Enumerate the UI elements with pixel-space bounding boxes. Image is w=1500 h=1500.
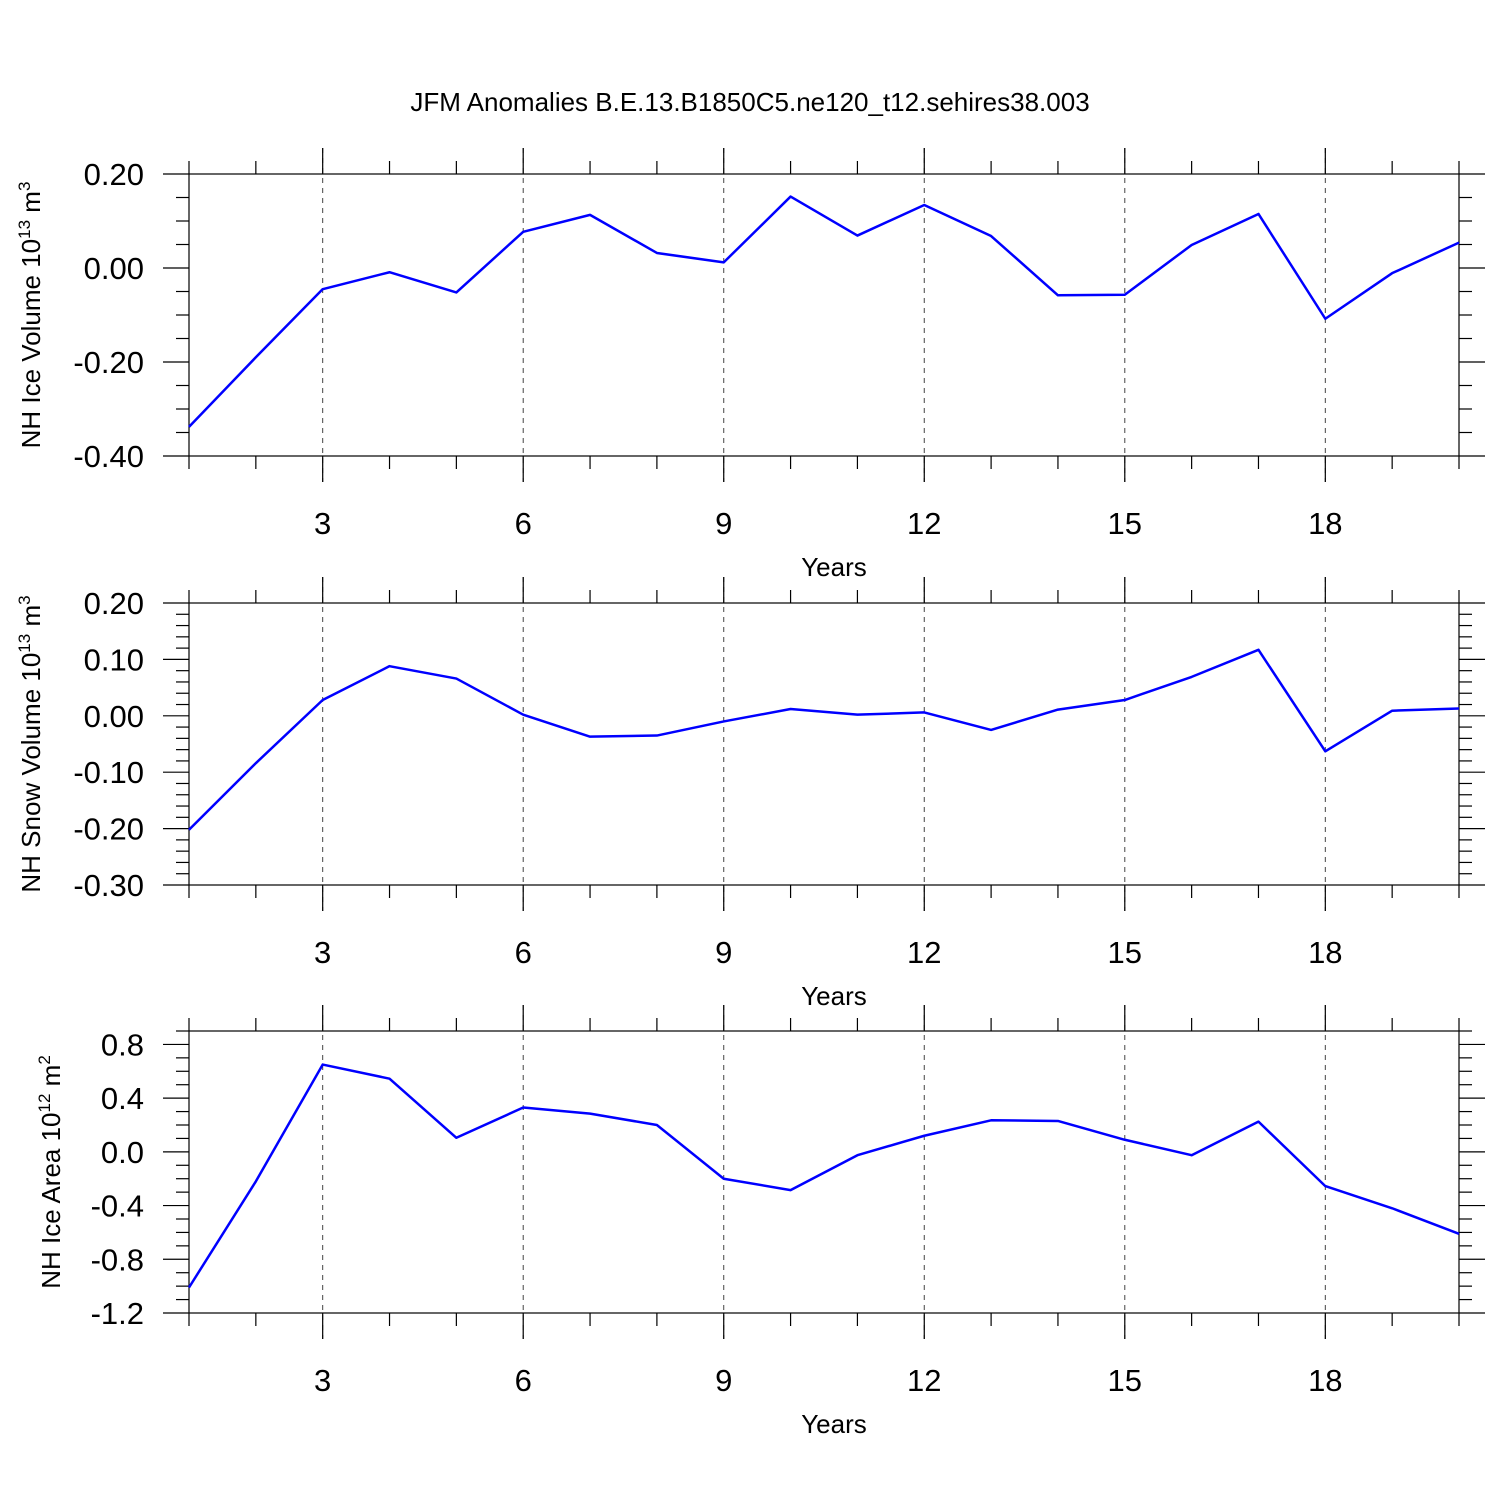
series-line <box>187 1063 1460 1289</box>
plot-frame <box>188 602 1460 886</box>
x-tick-label: 15 <box>1108 1363 1142 1398</box>
x-tick-label: 6 <box>515 935 532 970</box>
y-axis-label-unit: m <box>16 605 46 634</box>
y-tick-label: -0.30 <box>73 868 144 903</box>
figure-title: JFM Anomalies B.E.13.B1850C5.ne120_t12.s… <box>410 87 1089 117</box>
x-tick-label: 9 <box>715 935 732 970</box>
x-tick-label: 3 <box>314 506 331 541</box>
y-axis-label-exponent: 13 <box>15 220 34 239</box>
y-tick-label: 0.4 <box>101 1081 144 1116</box>
y-axis-label-text: NH Ice Volume 10 <box>16 239 46 449</box>
x-tick-label: 12 <box>907 506 941 541</box>
x-tick-label: 3 <box>314 1363 331 1398</box>
x-tick-label: 18 <box>1308 935 1342 970</box>
x-tick-label: 6 <box>515 506 532 541</box>
series-line <box>188 195 1460 428</box>
y-tick-label: -0.4 <box>91 1189 144 1224</box>
y-tick-label: 0.00 <box>84 699 144 734</box>
y-axis-label-exponent: 13 <box>15 634 34 653</box>
plot-frame <box>188 1030 1460 1314</box>
y-axis-label: NH Ice Area 1012 m2 <box>35 1055 66 1289</box>
y-axis-label: NH Ice Volume 1013 m3 <box>15 182 46 449</box>
y-axis-label-text: NH Ice Area 10 <box>36 1112 66 1288</box>
y-tick-label: -0.40 <box>73 439 144 474</box>
y-axis-label: NH Snow Volume 1013 m3 <box>15 595 46 892</box>
y-axis-label-unit-exponent: 2 <box>35 1055 54 1064</box>
y-tick-label: -0.10 <box>73 755 144 790</box>
y-tick-label: -0.20 <box>73 345 144 380</box>
y-axis-label-unit-exponent: 3 <box>15 595 34 604</box>
y-tick-label: 0.20 <box>84 157 144 192</box>
panel-1: 3 6 9 12 15 18 -0.40 -0.20 0.00 0.20 Years NH Ice V… <box>15 148 1485 582</box>
y-axis-label-unit: m <box>36 1065 66 1094</box>
y-tick-label: 0.00 <box>84 251 144 286</box>
panel-2: 3 6 9 12 15 18 -0.30 -0.20 -0.10 0.00 0.10 0.20 Year… <box>15 577 1485 1011</box>
y-tick-label: 0.10 <box>84 642 144 677</box>
y-axis-label-text: NH Snow Volume 10 <box>16 653 46 893</box>
y-tick-label: -1.2 <box>91 1296 144 1331</box>
x-tick-label: 12 <box>907 1363 941 1398</box>
x-tick-label: 18 <box>1308 506 1342 541</box>
x-tick-label: 15 <box>1108 506 1142 541</box>
y-axis-label-unit: m <box>16 191 46 220</box>
x-tick-label: 3 <box>314 935 331 970</box>
series-line <box>188 648 1460 831</box>
panel-3: 3 6 9 12 15 18 -1.2 -0.8 -0.4 0.0 0.4 0.8 Years NH Ic… <box>35 1005 1485 1439</box>
x-axis-label: Years <box>801 1409 867 1439</box>
x-tick-label: 18 <box>1308 1363 1342 1398</box>
y-tick-label: -0.20 <box>73 812 144 847</box>
y-tick-label: 0.8 <box>101 1027 144 1062</box>
x-tick-label: 6 <box>515 1363 532 1398</box>
x-tick-label: 15 <box>1108 935 1142 970</box>
x-axis-label: Years <box>801 981 867 1011</box>
y-tick-label: 0.0 <box>101 1135 144 1170</box>
y-axis-label-exponent: 12 <box>35 1094 54 1113</box>
x-tick-label: 12 <box>907 935 941 970</box>
y-tick-label: -0.8 <box>91 1242 144 1277</box>
y-axis-label-unit-exponent: 3 <box>15 182 34 191</box>
x-axis-label: Years <box>801 552 867 582</box>
x-tick-label: 9 <box>715 1363 732 1398</box>
x-tick-label: 9 <box>715 506 732 541</box>
y-tick-label: 0.20 <box>84 586 144 621</box>
